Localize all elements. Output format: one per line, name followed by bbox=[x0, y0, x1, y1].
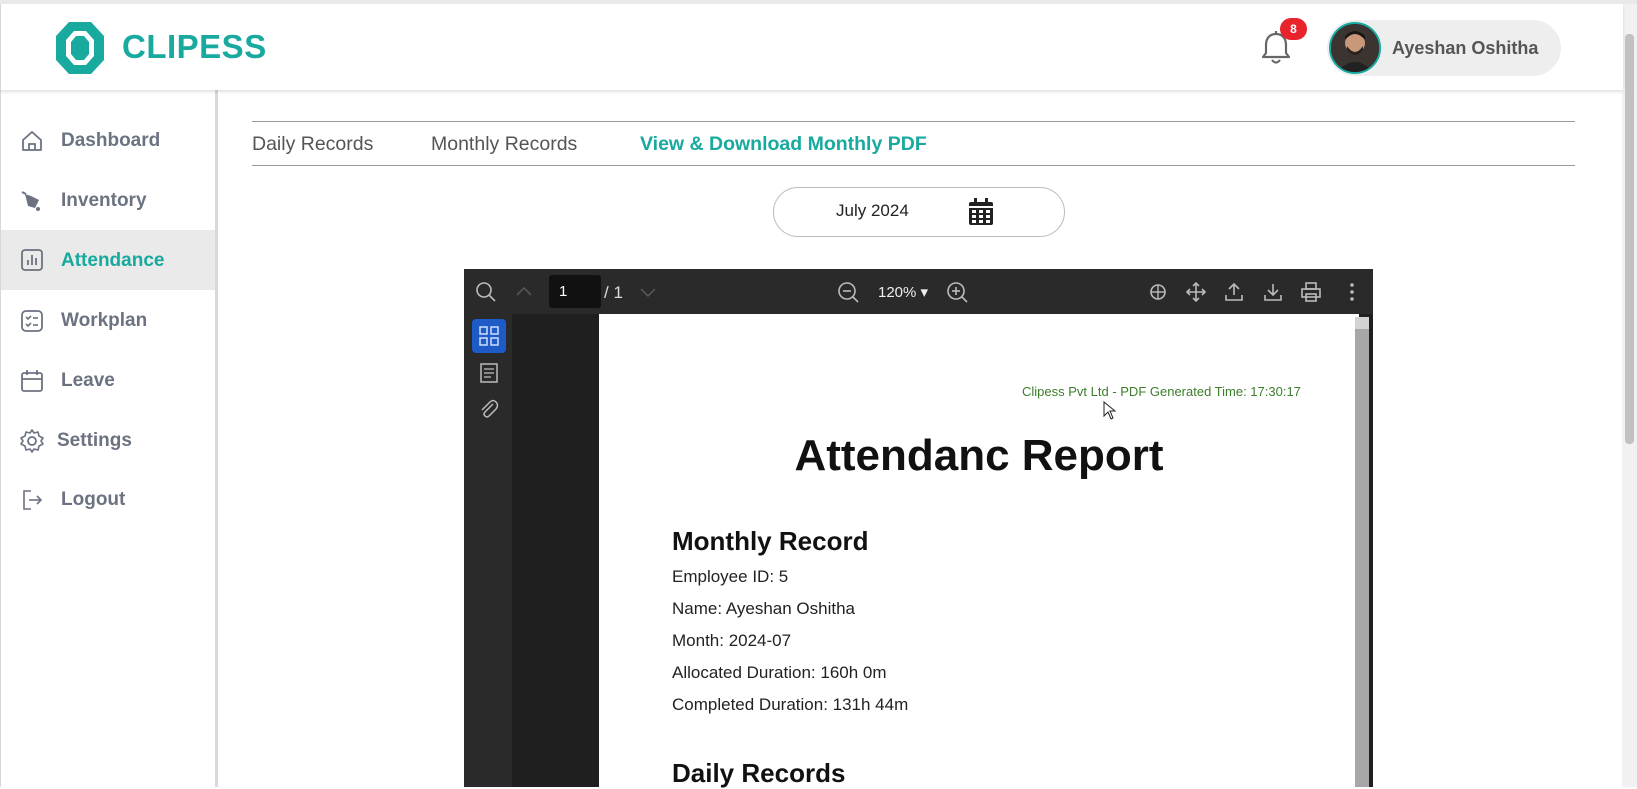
chevron-up-icon[interactable] bbox=[513, 281, 535, 303]
tab-monthly-records[interactable]: Monthly Records bbox=[431, 133, 578, 155]
sidebar-item-dashboard[interactable]: Dashboard bbox=[1, 113, 215, 169]
thumbnails-icon bbox=[479, 326, 499, 346]
search-icon[interactable] bbox=[475, 281, 497, 303]
sidebar-item-logout[interactable]: Logout bbox=[1, 472, 215, 528]
tab-view-download-pdf[interactable]: View & Download Monthly PDF bbox=[640, 133, 927, 155]
report-title: Attendanc Report bbox=[794, 431, 1164, 480]
zoom-select[interactable]: 120% ▾ bbox=[878, 284, 929, 301]
paperclip-icon bbox=[481, 399, 499, 418]
pdf-scrollbar-thumb[interactable] bbox=[1355, 329, 1369, 787]
sidebar-label-settings: Settings bbox=[57, 430, 132, 451]
window-top-edge bbox=[0, 0, 1637, 4]
employee-name: Name: Ayeshan Oshitha bbox=[672, 599, 856, 618]
logo-icon[interactable] bbox=[54, 20, 106, 76]
month-value: July 2024 bbox=[836, 201, 909, 220]
sidebar-label-leave: Leave bbox=[61, 370, 115, 391]
attachments-button[interactable] bbox=[472, 393, 506, 427]
pdf-toolbar: 1 / 1 120% ▾ bbox=[464, 269, 1373, 314]
pdf-generated-time: Clipess Pvt Ltd - PDF Generated Time: 17… bbox=[1022, 384, 1301, 399]
daily-records-heading: Daily Records bbox=[672, 758, 846, 788]
pdf-page: Clipess Pvt Ltd - PDF Generated Time: 17… bbox=[599, 314, 1359, 788]
sidebar-label-dashboard: Dashboard bbox=[61, 130, 161, 151]
print-icon[interactable] bbox=[1300, 281, 1322, 303]
tab-daily-records[interactable]: Daily Records bbox=[252, 133, 374, 155]
sidebar-item-inventory[interactable]: Inventory bbox=[1, 173, 215, 229]
user-profile-button[interactable]: Ayeshan Oshitha bbox=[1327, 20, 1561, 76]
monthly-record-heading: Monthly Record bbox=[672, 526, 869, 556]
sidebar-item-leave[interactable]: Leave bbox=[1, 353, 215, 409]
sidebar-label-attendance: Attendance bbox=[61, 250, 165, 271]
pdf-canvas-area: Clipess Pvt Ltd - PDF Generated Time: 17… bbox=[512, 314, 1373, 788]
logout-icon bbox=[23, 490, 43, 510]
avatar bbox=[1329, 22, 1381, 74]
pan-icon[interactable] bbox=[1185, 281, 1207, 303]
mouse-cursor-icon bbox=[1103, 401, 1117, 420]
checklist-icon bbox=[21, 310, 43, 332]
calendar-icon[interactable] bbox=[968, 198, 994, 226]
zoom-in-icon[interactable] bbox=[946, 281, 968, 303]
upload-icon[interactable] bbox=[1223, 281, 1245, 303]
sidebar-label-inventory: Inventory bbox=[61, 190, 147, 211]
pdf-side-toolbar bbox=[464, 314, 512, 787]
page-scrollbar[interactable] bbox=[1622, 4, 1637, 787]
logo-text[interactable]: CLIPESS bbox=[122, 28, 267, 65]
inventory-icon bbox=[21, 191, 40, 211]
completed-duration: Completed Duration: 131h 44m bbox=[672, 695, 909, 714]
pdf-viewer: 1 / 1 120% ▾ bbox=[464, 269, 1373, 788]
pdf-scrollbar[interactable] bbox=[1355, 317, 1369, 787]
home-icon bbox=[22, 131, 42, 151]
user-name: Ayeshan Oshitha bbox=[1392, 38, 1539, 58]
document-outline-icon bbox=[480, 363, 498, 383]
employee-id: Employee ID: 5 bbox=[672, 567, 789, 586]
sidebar-item-workplan[interactable]: Workplan bbox=[1, 293, 215, 349]
chart-icon bbox=[21, 249, 43, 271]
gear-icon bbox=[20, 429, 44, 453]
zoom-out-icon[interactable] bbox=[837, 281, 859, 303]
sidebar-item-settings[interactable]: Settings bbox=[1, 413, 215, 469]
sidebar-label-logout: Logout bbox=[61, 489, 126, 510]
outline-button[interactable] bbox=[472, 356, 506, 390]
chevron-down-icon[interactable] bbox=[637, 281, 659, 303]
allocated-duration: Allocated Duration: 160h 0m bbox=[672, 663, 887, 682]
notification-badge: 8 bbox=[1280, 18, 1307, 40]
record-tabs: Daily Records Monthly Records View & Dow… bbox=[252, 121, 1575, 166]
record-month: Month: 2024-07 bbox=[672, 631, 792, 650]
thumbnails-button[interactable] bbox=[472, 319, 506, 353]
download-icon[interactable] bbox=[1262, 281, 1284, 303]
page-total: / 1 bbox=[604, 283, 623, 302]
month-picker[interactable]: July 2024 bbox=[773, 187, 1065, 237]
rotate-icon[interactable] bbox=[1147, 281, 1169, 303]
calendar-icon bbox=[21, 370, 43, 392]
page-scrollbar-thumb[interactable] bbox=[1625, 34, 1634, 444]
more-icon[interactable] bbox=[1341, 281, 1363, 303]
page-number-input[interactable]: 1 bbox=[549, 275, 601, 308]
top-header: CLIPESS 8 Ayeshan Oshitha bbox=[0, 4, 1623, 90]
sidebar-label-workplan: Workplan bbox=[61, 310, 148, 331]
sidebar: Dashboard Inventory Attendance Workplan bbox=[0, 90, 218, 787]
sidebar-item-attendance[interactable]: Attendance bbox=[1, 230, 215, 290]
